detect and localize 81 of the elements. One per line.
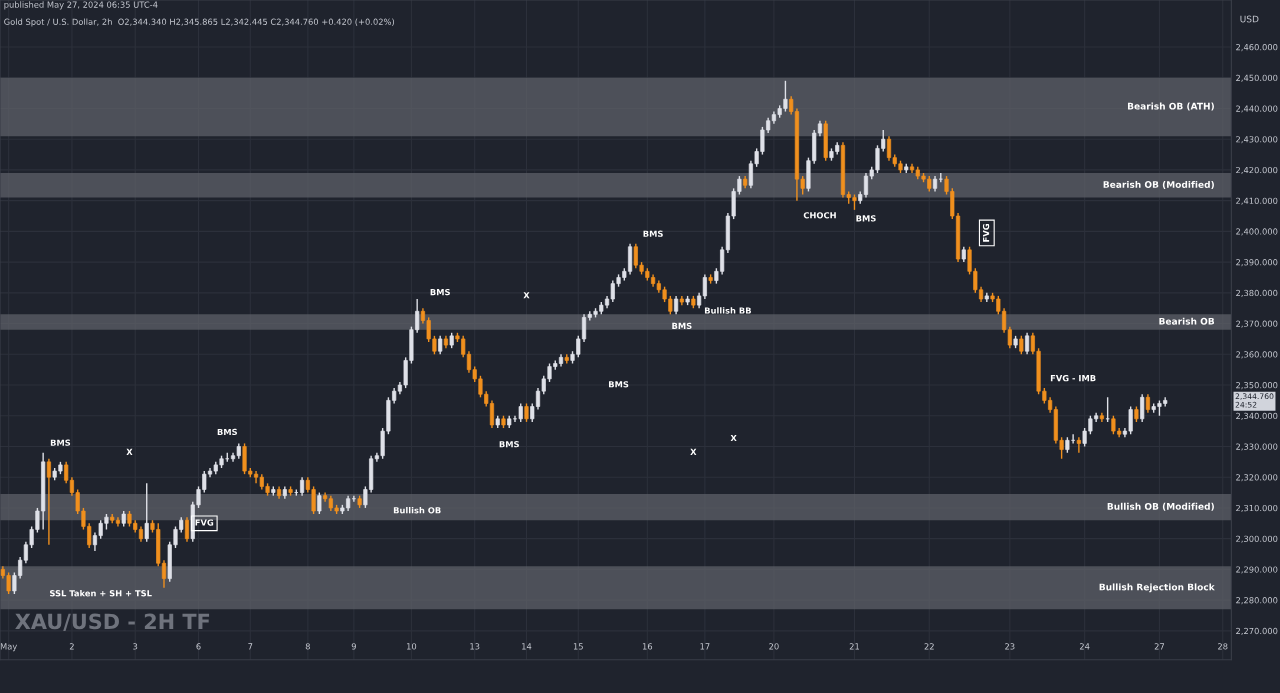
x-tick-label: 15 xyxy=(573,643,583,650)
candlestick xyxy=(317,491,322,515)
x-tick-label: 24 xyxy=(1079,643,1090,650)
y-tick-label: 2,300.000 xyxy=(1236,535,1278,543)
x-tick-label: 2 xyxy=(69,643,74,650)
annotation: SSL Taken + SH + TSL xyxy=(50,589,152,597)
candlestick xyxy=(524,402,529,423)
annotation: X xyxy=(126,448,133,455)
x-tick-label: 20 xyxy=(769,643,779,650)
band-label: Bullish Rejection Block xyxy=(1099,583,1215,593)
x-tick-label: 22 xyxy=(924,643,934,650)
candlestick xyxy=(1076,436,1081,454)
x-tick-label: 8 xyxy=(305,643,310,650)
annotation: Bullish BB xyxy=(704,307,751,314)
candlestick xyxy=(300,476,305,497)
annotation: BMS xyxy=(50,439,71,446)
x-tick-label: 9 xyxy=(351,643,356,650)
y-tick-label: 2,320.000 xyxy=(1236,474,1278,482)
x-tick-label: 21 xyxy=(849,643,859,650)
text: Gold Spot / U.S. Dollar, 2h O2,344.340 H2,345.865 L2,342.445 C2,344.760 +0.420 (+0.02%) xyxy=(4,18,395,27)
y-tick-label: 2,380.000 xyxy=(1236,289,1278,297)
y-tick-label: 2,370.000 xyxy=(1236,320,1278,328)
y-tick-label: 2,430.000 xyxy=(1236,136,1278,144)
annotation: X xyxy=(730,435,737,442)
y-tick-label: 2,310.000 xyxy=(1236,504,1278,513)
y-tick-label: 2,360.000 xyxy=(1236,351,1278,359)
annotation: FVG - IMB xyxy=(1050,374,1096,382)
y-tick-label: 2,410.000 xyxy=(1236,197,1278,205)
annotation: BMS xyxy=(217,428,237,436)
candlestick xyxy=(1140,393,1145,423)
y-tick-label: 2,290.000 xyxy=(1236,566,1278,574)
annotation: BMS xyxy=(672,322,692,330)
y-tick-label: 2,450.000 xyxy=(1236,74,1278,82)
annotation: BMS xyxy=(856,215,876,222)
y-tick-label: 2,420.000 xyxy=(1236,166,1278,175)
x-tick-label: 27 xyxy=(1154,643,1165,650)
x-tick-label: 14 xyxy=(522,643,532,650)
candlestick xyxy=(184,516,190,543)
y-tick-label: 2,340.000 xyxy=(1236,412,1278,420)
x-tick-label: 7 xyxy=(248,643,253,650)
x-tick-label: 23 xyxy=(1005,643,1015,650)
candlestick xyxy=(1019,335,1024,355)
y-tick-label: 2,400.000 xyxy=(1236,228,1278,236)
y-tick-label: 2,440.000 xyxy=(1236,105,1278,113)
x-tick-label: 6 xyxy=(196,643,201,650)
annotation: FVG xyxy=(982,224,990,242)
y-tick-label: 2,350.000 xyxy=(1236,382,1278,390)
y-tick-label: 2,330.000 xyxy=(1236,443,1278,451)
annotation: CHOCH xyxy=(803,212,836,219)
annotation: BMS xyxy=(643,230,663,237)
y-tick-label: 2,280.000 xyxy=(1236,597,1278,605)
annotation: BMS xyxy=(609,381,629,388)
band-label: Bullish OB (Modified) xyxy=(1107,502,1214,511)
text: XAU/USD - 2H TF xyxy=(15,613,210,631)
annotation: BMS xyxy=(499,441,519,448)
annotation: Bullish OB xyxy=(393,506,441,514)
band-label: Bearish OB xyxy=(1159,317,1215,325)
candlestick xyxy=(1025,332,1030,355)
y-tick-label: 2,460.000 xyxy=(1236,44,1278,52)
candlestick xyxy=(1145,393,1150,414)
x-tick-label: 28 xyxy=(1218,643,1228,650)
annotation: X xyxy=(523,292,530,299)
candlestick xyxy=(438,335,443,355)
x-tick-label: 3 xyxy=(133,643,138,650)
candlestick xyxy=(674,295,679,316)
x-tick-label: 17 xyxy=(700,643,710,650)
x-tick-label: 16 xyxy=(642,643,653,650)
candlestick xyxy=(144,482,149,543)
y-axis-title: USD xyxy=(1240,15,1259,23)
band-label: Bearish OB (Modified) xyxy=(1103,180,1214,189)
y-tick-label: 2,390.000 xyxy=(1236,259,1278,267)
annotation: BMS xyxy=(430,288,450,296)
x-tick-label: May xyxy=(0,643,17,652)
annotation: X xyxy=(690,448,697,455)
x-tick-label: 13 xyxy=(470,643,480,650)
y-tick-label: 2,270.000 xyxy=(1236,627,1278,635)
band-label: Bearish OB (ATH) xyxy=(1127,102,1214,111)
candlestick xyxy=(46,458,51,546)
annotation: FVG xyxy=(195,519,214,526)
annotation: published May 27, 2024 06:35 UTC-4 xyxy=(4,1,158,10)
x-tick-label: 10 xyxy=(407,643,417,650)
